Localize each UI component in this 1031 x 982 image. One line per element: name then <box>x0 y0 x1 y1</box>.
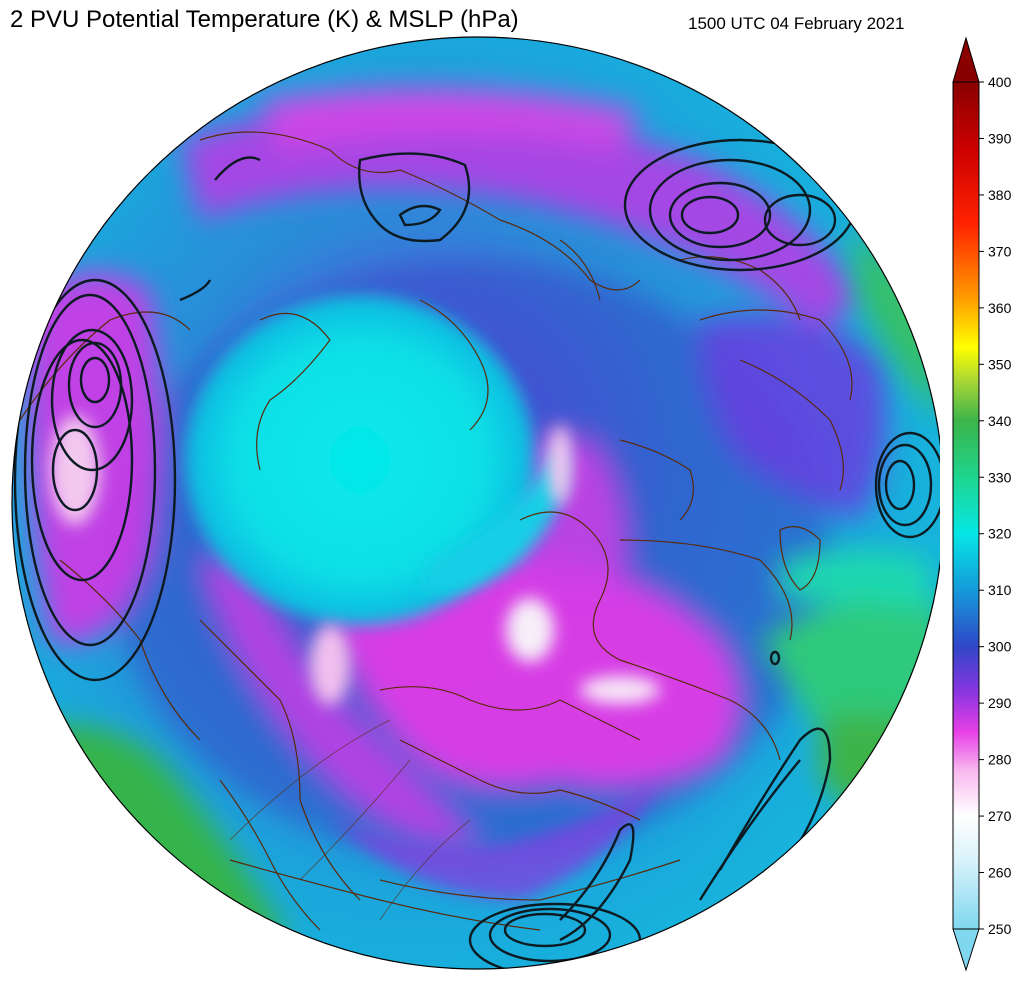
colorbar-min-extend <box>952 928 980 972</box>
colorbar-tick-label: 300 <box>988 639 1012 655</box>
colorbar-tick-label: 330 <box>988 469 1012 485</box>
colorbar-tick-label: 370 <box>988 243 1012 259</box>
colorbar-tick-label: 290 <box>988 695 1012 711</box>
colorbar-tick-label: 250 <box>988 921 1012 937</box>
colorbar-max-extend <box>952 36 980 83</box>
colorbar-tick-label: 360 <box>988 300 1012 316</box>
colorbar-tick-label: 280 <box>988 752 1012 768</box>
mslp-contours <box>13 138 940 969</box>
map-boundary <box>11 36 940 970</box>
colorbar-ramp <box>952 81 980 930</box>
colorbar-tick-label: 350 <box>988 356 1012 372</box>
colorbar-tick-label: 390 <box>988 130 1012 146</box>
valid-time-label: 1500 UTC 04 February 2021 <box>688 14 905 33</box>
colorbar: 250 260 270 280 290 300 310 320 330 340 350 360 370 3… <box>952 36 1012 972</box>
colorbar-tick-label: 380 <box>988 187 1012 203</box>
colorbar-tick-label: 260 <box>988 865 1012 881</box>
shaded-field <box>12 37 940 969</box>
colorbar-tick-label: 340 <box>988 413 1012 429</box>
colorbar-tick-label: 320 <box>988 526 1012 542</box>
colorbar-tick-label: 270 <box>988 808 1012 824</box>
colorbar-tick-label: 310 <box>988 582 1012 598</box>
coastlines <box>19 131 853 931</box>
polar-map <box>11 36 940 970</box>
map-title: 2 PVU Potential Temperature (K) & MSLP (… <box>10 6 519 33</box>
colorbar-tick-label: 400 <box>988 74 1012 90</box>
